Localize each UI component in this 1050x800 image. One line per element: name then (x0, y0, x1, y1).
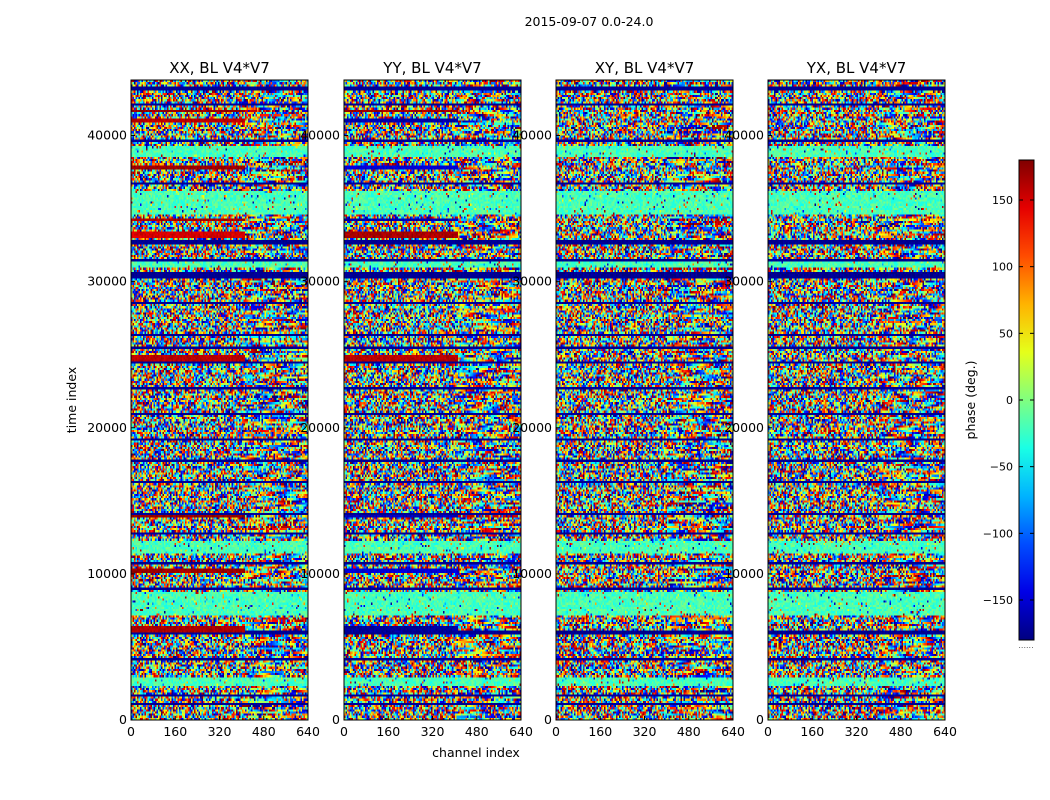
y-tick-label: 0 (544, 712, 552, 727)
y-tick-label: 10000 (87, 566, 127, 581)
x-tick-label: 640 (509, 724, 533, 739)
colorbar-tick-label: −150 (983, 594, 1013, 607)
panel-heatmap (768, 80, 945, 720)
panel-1: YY, BL V4*V7 0 160 320 480 640 0 10000 20000 3000… (300, 59, 533, 739)
x-tick-label: 160 (376, 724, 400, 739)
x-tick-label: 320 (845, 724, 869, 739)
y-tick-label: 40000 (724, 128, 764, 143)
panel-heatmap (344, 80, 521, 720)
x-tick-label: 0 (127, 724, 135, 739)
x-tick-label: 160 (800, 724, 824, 739)
panel-heatmap (556, 80, 733, 720)
x-tick-label: 160 (163, 724, 187, 739)
x-tick-label: 0 (340, 724, 348, 739)
y-tick-label: 20000 (512, 420, 552, 435)
panel-0: XX, BL V4*V7 0 160 320 480 640 0 10000 20000 3000… (87, 59, 320, 739)
x-tick-label: 640 (933, 724, 957, 739)
y-tick-label: 20000 (724, 420, 764, 435)
panel-heatmap (131, 80, 308, 720)
y-tick-label: 0 (332, 712, 340, 727)
y-tick-label: 10000 (300, 566, 340, 581)
panel-title: XY, BL V4*V7 (595, 59, 695, 77)
x-tick-label: 480 (252, 724, 276, 739)
colorbar-tick-label: 150 (992, 194, 1013, 207)
x-tick-label: 320 (633, 724, 657, 739)
y-tick-label: 0 (119, 712, 127, 727)
panel-title: YX, BL V4*V7 (806, 59, 907, 77)
x-tick-label: 640 (296, 724, 320, 739)
panel-3: YX, BL V4*V7 0 160 320 480 640 0 10000 20000 3000… (724, 59, 957, 739)
panel-title: XX, BL V4*V7 (169, 59, 270, 77)
x-tick-label: 640 (721, 724, 745, 739)
colorbar: 150 100 50 0 −50 −100 −150 phase (deg.) ...... (963, 159, 1035, 650)
panel-2: XY, BL V4*V7 0 160 320 480 640 0 10000 20000 3000… (512, 59, 745, 739)
colorbar-extra-tick: ...... (1018, 641, 1033, 650)
colorbar-ticks: 150 100 50 0 −50 −100 −150 (983, 194, 1034, 607)
colorbar-tick-label: 0 (1006, 394, 1013, 407)
panel-title: YY, BL V4*V7 (382, 59, 481, 77)
x-tick-label: 320 (421, 724, 445, 739)
y-tick-label: 30000 (724, 274, 764, 289)
colorbar-tick-label: 100 (992, 261, 1013, 274)
y-tick-label: 40000 (87, 128, 127, 143)
y-tick-label: 0 (756, 712, 764, 727)
x-tick-label: 160 (588, 724, 612, 739)
y-tick-label: 40000 (300, 128, 340, 143)
y-tick-label: 30000 (87, 274, 127, 289)
y-tick-label: 20000 (87, 420, 127, 435)
y-tick-label: 10000 (724, 566, 764, 581)
colorbar-label: phase (deg.) (963, 361, 978, 440)
colorbar-tick-label: −50 (990, 461, 1013, 474)
y-tick-label: 30000 (300, 274, 340, 289)
figure-suptitle: 2015-09-07 0.0-24.0 (525, 14, 654, 29)
x-tick-label: 0 (552, 724, 560, 739)
y-tick-label: 10000 (512, 566, 552, 581)
x-tick-label: 320 (208, 724, 232, 739)
y-tick-label: 30000 (512, 274, 552, 289)
x-tick-label: 0 (764, 724, 772, 739)
x-tick-label: 480 (889, 724, 913, 739)
x-axis-label: channel index (432, 745, 520, 760)
y-axis-label: time index (64, 367, 79, 433)
panels-group: XX, BL V4*V7 0 160 320 480 640 0 10000 20000 3000… (87, 59, 957, 739)
colorbar-tick-label: 50 (999, 327, 1013, 340)
y-tick-label: 40000 (512, 128, 552, 143)
x-tick-label: 480 (677, 724, 701, 739)
y-tick-label: 20000 (300, 420, 340, 435)
colorbar-tick-label: −100 (983, 527, 1013, 540)
x-tick-label: 480 (465, 724, 489, 739)
